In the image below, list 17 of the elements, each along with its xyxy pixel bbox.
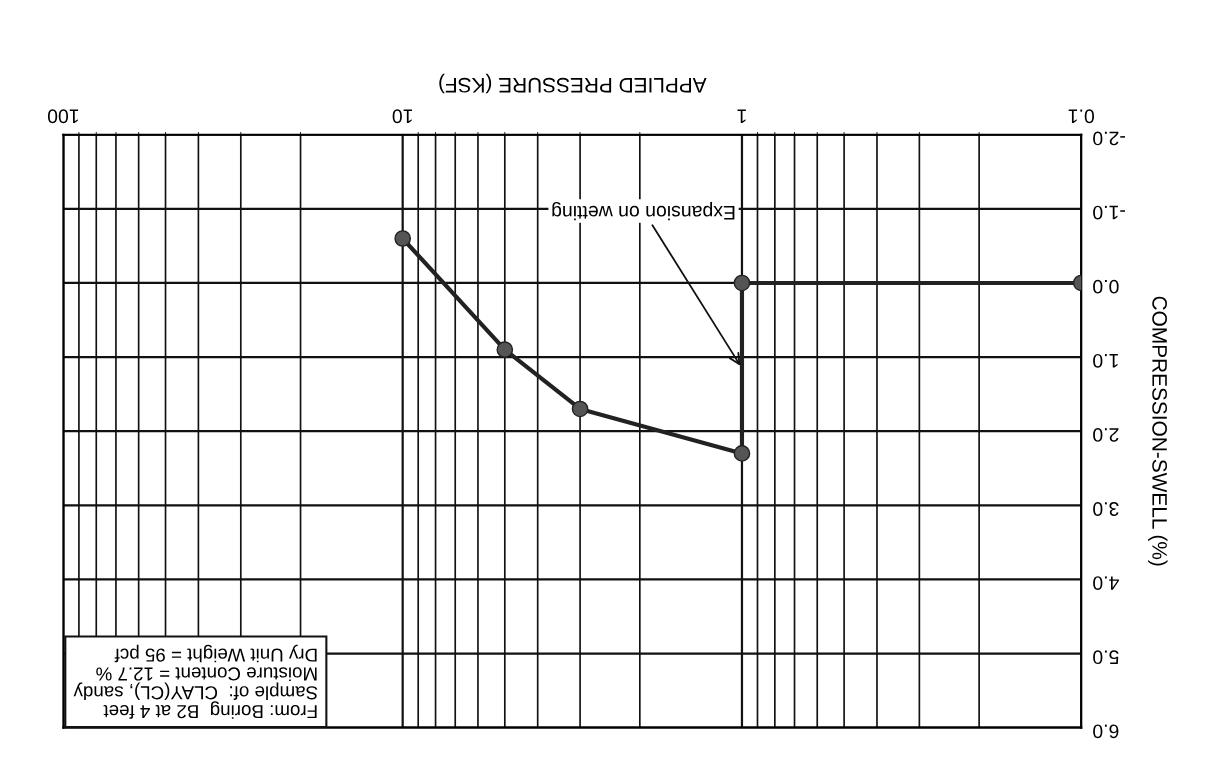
y-tick-label: -1.0: [1093, 205, 1125, 220]
annotation: From: Boring B2 at 4 feet Sample of: CLAY(CL), sandy Moisture Content = 12.7 % Dry Unit Weight = 95 pcf: [73, 644, 318, 719]
y-tick-label: 4.0: [1093, 576, 1119, 590]
y-tick-label: 6.0: [1093, 724, 1119, 739]
y-axis-title: COMPRESSION-SWELL (%): [1148, 296, 1168, 566]
x-tick-label: 1: [737, 109, 746, 123]
x-tick-label: 10: [392, 109, 413, 124]
y-tick-label: 5.0: [1093, 650, 1119, 665]
y-tick-label: 2.0: [1093, 428, 1119, 442]
y-tick-label: 3.0: [1093, 502, 1119, 516]
y-tick-label: 1.0: [1093, 353, 1118, 368]
x-tick-label: 0.1: [1068, 109, 1095, 124]
y-tick-label: -2.0: [1093, 131, 1125, 146]
x-tick-label: 100: [47, 109, 79, 124]
y-tick-label: 0.0: [1093, 279, 1119, 294]
annotation: Expansion on wetting: [552, 202, 735, 221]
x-axis-title: APPLIED PRESSURE (KSF): [439, 73, 707, 94]
